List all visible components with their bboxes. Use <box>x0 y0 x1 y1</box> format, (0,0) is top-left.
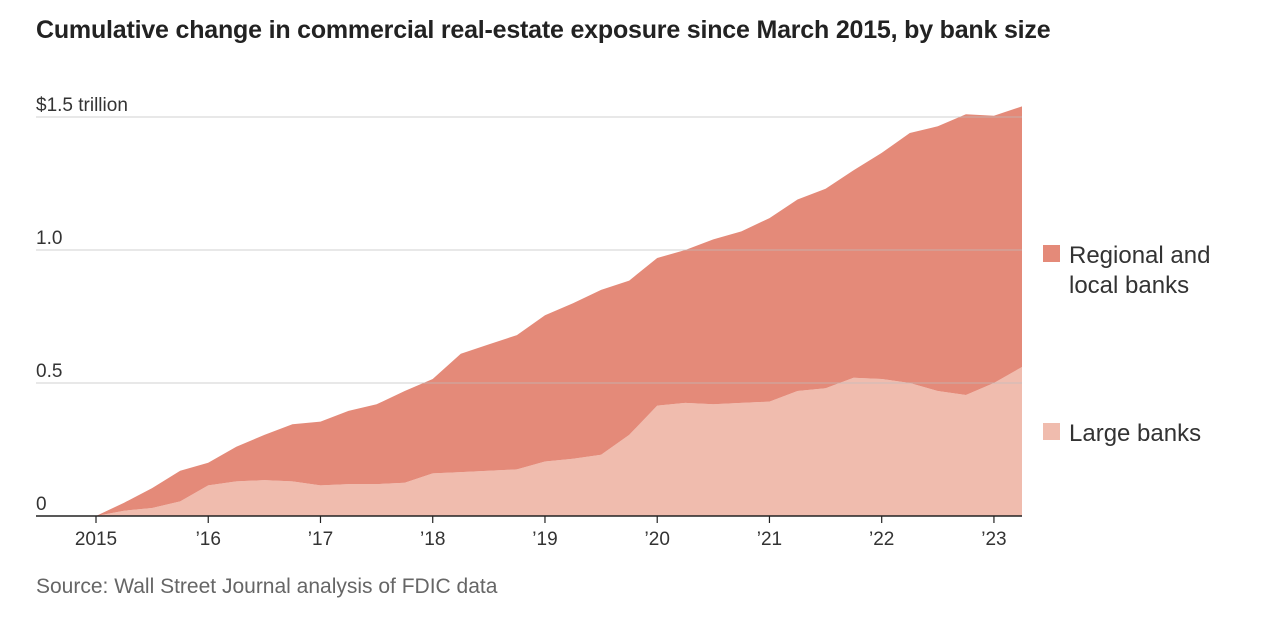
legend-swatch <box>1043 423 1060 440</box>
area-large-banks <box>96 367 1022 516</box>
x-tick-label: ’16 <box>196 529 221 550</box>
x-tick-label: ’18 <box>420 529 445 550</box>
legend-label: Regional and <box>1069 242 1210 269</box>
legend-label: local banks <box>1069 272 1189 299</box>
x-tick-label: ’19 <box>532 529 557 550</box>
area-regional-and-local-banks <box>96 106 1022 517</box>
source-note: Source: Wall Street Journal analysis of … <box>36 575 498 598</box>
x-tick-label: ’17 <box>308 529 333 550</box>
axes-layer: 0 0.5 1.0 $1.5 trillion 2015 ’16 ’17 ’18 ’19 ’20 ’… <box>36 95 1022 550</box>
x-tick-label: ’23 <box>981 529 1006 550</box>
x-tick-label: 2015 <box>75 529 117 550</box>
y-tick-label: 1.0 <box>36 228 62 249</box>
legend-swatch <box>1043 245 1060 262</box>
areas-layer <box>96 106 1022 517</box>
x-tick-label: ’20 <box>645 529 670 550</box>
y-tick-label: 0.5 <box>36 361 62 382</box>
legend-label: Large banks <box>1069 420 1201 447</box>
y-tick-label: $1.5 trillion <box>36 95 128 116</box>
x-tick-label: ’21 <box>757 529 782 550</box>
gridlines-layer <box>36 116 1022 384</box>
y-tick-label: 0 <box>36 494 47 515</box>
legend: Large banks Regional and local banks <box>1043 242 1210 447</box>
x-tick-label: ’22 <box>869 529 894 550</box>
chart-title: Cumulative change in commercial real-est… <box>36 16 1051 44</box>
